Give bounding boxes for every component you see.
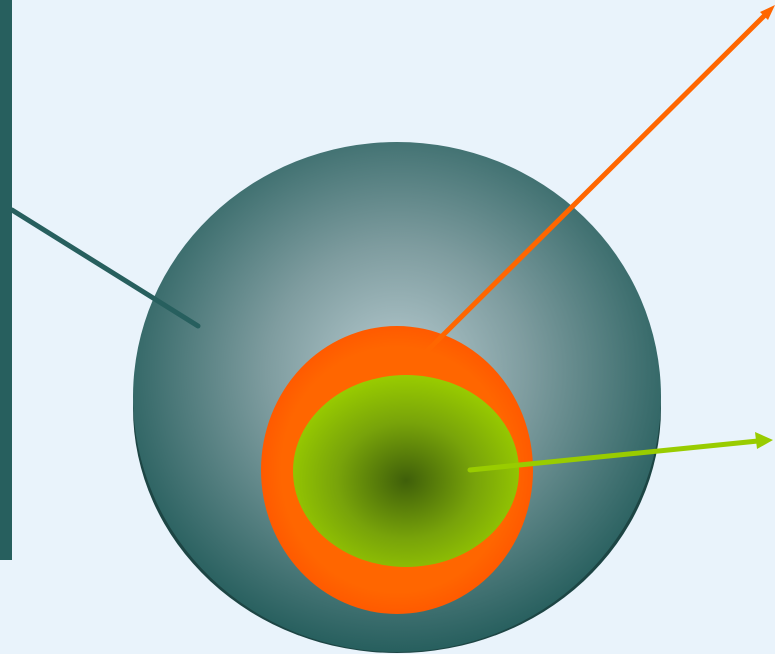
left-accent-bar	[0, 0, 12, 560]
outer-layer-pointer	[9, 207, 201, 329]
inner-core-arrowhead	[755, 432, 773, 449]
middle-layer-pointer	[419, 9, 771, 359]
inner-ellipse	[293, 375, 519, 567]
middle-layer-arrowhead	[760, 5, 775, 20]
inner-core-pointer	[467, 438, 761, 473]
